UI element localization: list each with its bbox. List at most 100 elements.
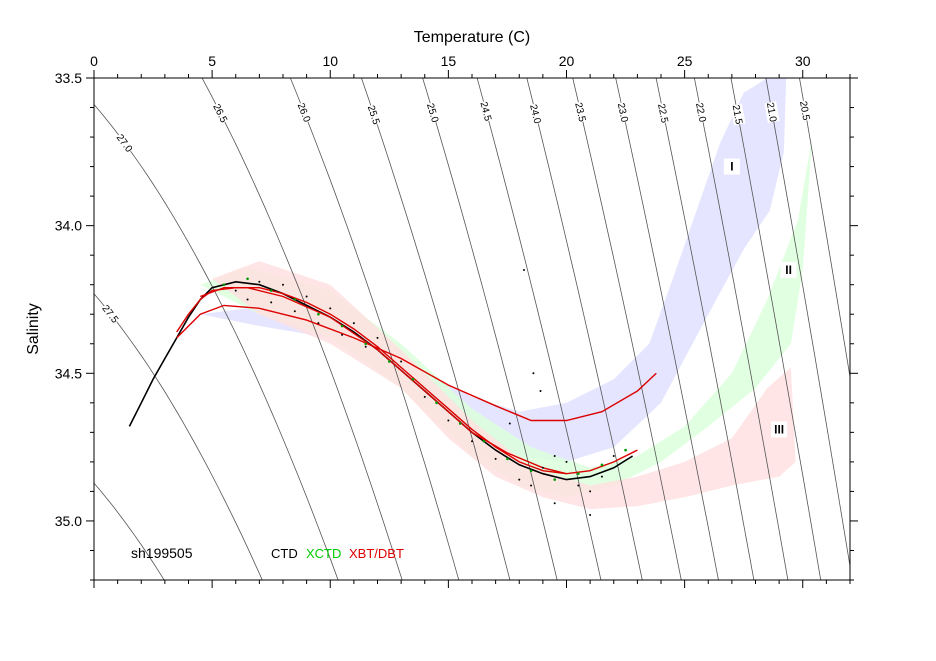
y-tick-label: 34.5 xyxy=(55,365,82,381)
ctd-point xyxy=(522,268,525,271)
density-contour-line xyxy=(730,78,822,580)
xctd-point xyxy=(222,283,226,287)
ctd-point xyxy=(400,360,403,363)
x-tick-label: 25 xyxy=(677,53,693,69)
xctd-point xyxy=(317,312,320,316)
ctd-point xyxy=(329,307,332,310)
contour-label-22.5: 22.5 xyxy=(655,103,670,125)
density-contour-line xyxy=(289,78,460,580)
series-xbt-dbt-line xyxy=(200,287,567,475)
y-axis-title: Salinity xyxy=(25,303,42,355)
y-tick-label: 35.0 xyxy=(55,513,82,529)
ctd-point xyxy=(532,372,535,375)
xctd-point xyxy=(506,457,509,461)
series-xbt-dbt-line xyxy=(176,304,657,422)
x-tick-label: 30 xyxy=(795,53,811,69)
ctd-point xyxy=(541,466,544,469)
contour-label-25.0: 25.0 xyxy=(424,102,440,124)
ctd-point xyxy=(246,298,249,301)
contour-label-bg xyxy=(655,102,672,125)
region-label-bg xyxy=(771,421,788,438)
xctd-point xyxy=(600,463,604,467)
data-series xyxy=(128,268,657,517)
density-contour-line xyxy=(94,482,165,580)
xctd-point xyxy=(435,401,438,405)
x-tick-label: 5 xyxy=(208,53,216,69)
xctd-point xyxy=(388,360,391,363)
x-tick-label: 20 xyxy=(559,53,575,69)
ctd-point xyxy=(589,490,592,493)
x-tick-label: 15 xyxy=(441,53,457,69)
region-label-III: III xyxy=(774,422,784,436)
density-contour-line xyxy=(201,78,403,580)
ctd-point xyxy=(518,478,521,481)
axes: 0 5 10 15 20 25 30 33.5 34.0 34.5 35.0 xyxy=(55,53,858,588)
xctd-point xyxy=(293,298,297,301)
xctd-point xyxy=(529,469,533,473)
x-tick-label: 10 xyxy=(322,53,338,69)
ctd-point xyxy=(376,336,379,339)
ctd-point xyxy=(270,301,273,304)
ctd-point xyxy=(305,295,308,298)
contour-label-20.5: 20.5 xyxy=(797,100,811,121)
ctd-point xyxy=(234,289,237,292)
xctd-point xyxy=(482,439,486,443)
xctd-point xyxy=(553,478,556,481)
ctd-point xyxy=(364,345,367,348)
ctd-point xyxy=(565,460,568,463)
density-contour-line xyxy=(526,78,643,580)
legend-xctd: XCTD xyxy=(306,546,341,561)
density-contour-line xyxy=(94,104,339,580)
region-label-bg xyxy=(723,158,740,175)
xctd-point xyxy=(624,448,627,452)
xctd-point xyxy=(269,289,273,292)
contour-label-24.0: 24.0 xyxy=(527,103,542,125)
region-label-II: II xyxy=(785,263,792,277)
contour-label-bg xyxy=(113,131,136,155)
density-contour-line xyxy=(799,78,850,377)
contour-label-23.5: 23.5 xyxy=(572,102,587,124)
ctd-point xyxy=(423,395,426,398)
density-contour-line xyxy=(615,78,719,580)
contour-label-21.0: 21.0 xyxy=(764,102,778,124)
ctd-point xyxy=(553,454,556,457)
contour-label-bg xyxy=(99,302,122,326)
ctd-point xyxy=(471,440,473,443)
ctd-point xyxy=(258,280,261,283)
contour-label-bg xyxy=(797,99,813,122)
contour-label-bg xyxy=(424,101,442,125)
ctd-point xyxy=(577,484,580,487)
ctd-point xyxy=(539,390,542,393)
ctd-point xyxy=(447,419,450,422)
density-contours xyxy=(94,78,850,580)
xctd-point xyxy=(411,377,415,381)
ctd-point xyxy=(293,310,296,313)
contour-label-bg xyxy=(365,103,383,127)
contour-label-bg xyxy=(210,101,231,125)
contour-label-bg xyxy=(477,100,495,123)
contour-label-bg xyxy=(615,101,632,124)
contour-label-bg xyxy=(295,100,314,124)
contour-label-bg xyxy=(572,100,589,124)
y-tick-label: 33.5 xyxy=(55,70,82,86)
density-contour-line xyxy=(476,78,602,580)
legend-xbt-dbt: XBT/DBT xyxy=(349,546,404,561)
density-contour-line xyxy=(94,293,263,580)
xctd-point xyxy=(246,277,249,281)
contour-label-23.0: 23.0 xyxy=(615,102,630,124)
region-1-area xyxy=(200,78,787,462)
density-contour-line xyxy=(572,78,682,580)
xctd-point xyxy=(364,342,367,346)
ctd-point xyxy=(352,322,355,325)
ctd-point xyxy=(612,454,615,457)
ctd-point xyxy=(589,514,592,517)
ctd-point xyxy=(317,322,320,325)
ctd-point xyxy=(341,333,344,336)
x-tick-label: 0 xyxy=(90,53,98,69)
xctd-point xyxy=(458,422,462,425)
legend-ctd: CTD xyxy=(271,546,298,561)
contour-label-bg xyxy=(730,103,746,126)
